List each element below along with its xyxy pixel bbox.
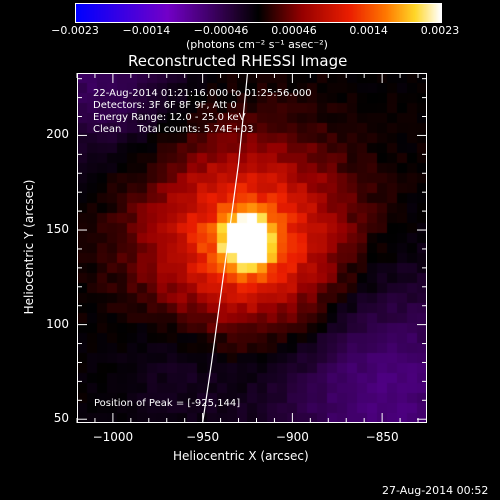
colorbar-tick-label: 0.0014	[349, 24, 388, 37]
energy-range-text: Energy Range: 12.0 - 25.0 keV	[93, 112, 246, 123]
y-tick-label: 200	[46, 127, 69, 142]
y-tick-label: 150	[46, 222, 69, 237]
y-axis-label: Heliocentric Y (arcsec)	[22, 179, 36, 315]
y-tick-label: 100	[46, 316, 69, 331]
colorbar-tick-label: −0.00046	[193, 24, 249, 37]
colorbar-tick-labels: −0.0023 −0.0014 −0.00046 0.00046 0.0014 0.002…	[0, 24, 500, 38]
colorbar	[75, 3, 442, 23]
x-tick-label: −900	[275, 430, 309, 444]
colorbar-gradient	[76, 4, 441, 22]
x-tick-label: −950	[186, 430, 220, 444]
plot-overlay	[76, 72, 427, 424]
peak-position-text: Position of Peak = [-925,144]	[94, 398, 241, 409]
x-tick-label: −1000	[92, 430, 134, 444]
x-tick-label: −850	[365, 430, 399, 444]
axis-ticks	[76, 73, 427, 423]
colorbar-tick-label: 0.00046	[271, 24, 317, 37]
plot-area: 22-Aug-2014 01:21:16.000 to 01:25:56.000…	[76, 72, 427, 424]
colorbar-tick-label: −0.0014	[122, 24, 171, 37]
x-axis-label: Heliocentric X (arcsec)	[173, 449, 309, 463]
colorbar-units-label: (photons cm⁻² s⁻¹ asec⁻²)	[186, 38, 328, 51]
colorbar-tick-label: −0.0023	[51, 24, 99, 37]
x-tick-labels: −1000 −950 −900 −850	[0, 430, 500, 446]
heatmap-image	[77, 73, 427, 423]
footer-date: 27-Aug-2014 00:52	[382, 484, 489, 497]
colorbar-tick-label: 0.0023	[420, 24, 460, 37]
plot-frame	[77, 73, 427, 423]
solar-limb-curve	[202, 72, 249, 424]
chart-title: Reconstructed RHESSI Image	[128, 52, 348, 70]
detectors-text: Detectors: 3F 6F 8F 9F, Att 0	[93, 100, 237, 111]
y-tick-label: 50	[53, 411, 69, 426]
y-tick-labels: 50 100 150 200	[0, 0, 75, 500]
clean-counts-text: Clean Total counts: 5.74E+03	[93, 124, 254, 135]
time-range-text: 22-Aug-2014 01:21:16.000 to 01:25:56.000	[93, 88, 312, 99]
